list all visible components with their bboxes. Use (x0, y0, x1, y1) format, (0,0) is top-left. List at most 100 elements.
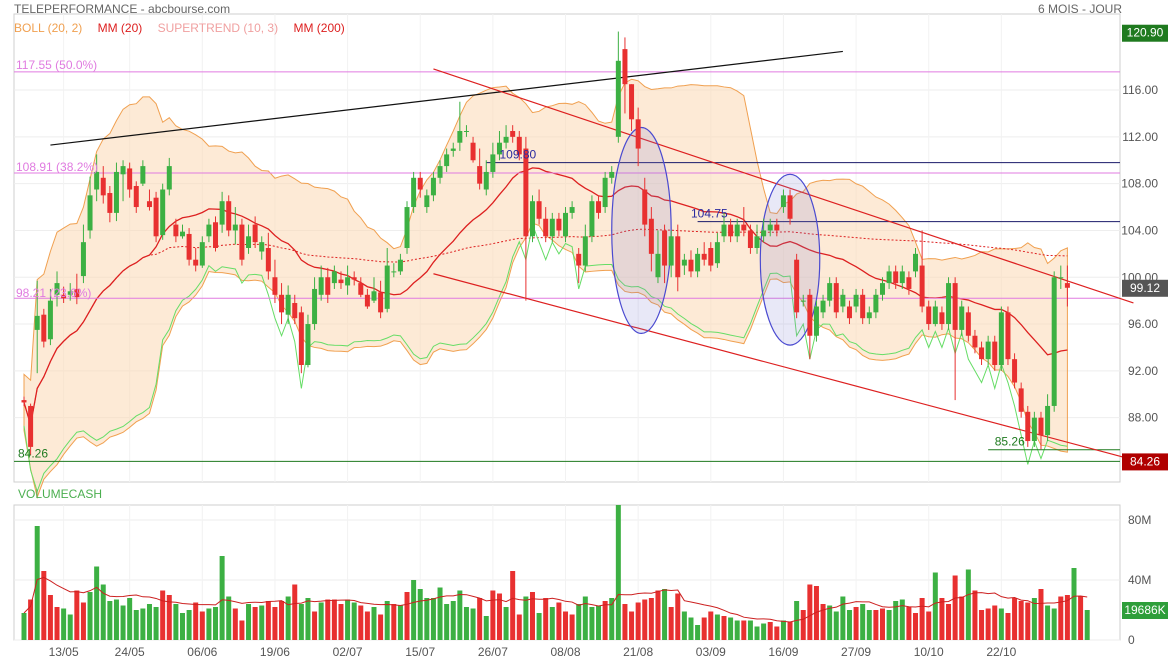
volume-bar (239, 620, 245, 640)
last-price-tag-bg (1122, 279, 1168, 297)
volume-bar (800, 610, 806, 640)
candle-body (668, 236, 674, 266)
volume-bar (629, 611, 635, 640)
volume-bar (404, 592, 410, 640)
volume-bar (615, 505, 621, 640)
candle-body (417, 177, 423, 190)
volume-bar (926, 611, 932, 640)
volume-bar (107, 601, 113, 640)
volume-bar (952, 575, 958, 640)
time-tick-label: 22/10 (986, 645, 1016, 659)
volume-bar (747, 620, 753, 640)
candle-body (820, 300, 826, 313)
candle-body (747, 230, 753, 248)
downtrend-lower-line (433, 273, 1134, 461)
candle-body (543, 218, 549, 237)
volume-bar (734, 620, 740, 640)
candle-body (972, 335, 978, 348)
legend-boll[interactable]: BOLL (20, 2) (14, 21, 83, 35)
candle-body (47, 300, 53, 340)
volume-bar (893, 601, 899, 640)
legend-mm200[interactable]: MM (200) (293, 21, 345, 35)
price-tick-label: 92.00 (1128, 364, 1158, 378)
last-volume-tag: 19686K (1124, 603, 1165, 617)
candle-body (351, 277, 357, 280)
volume-bar (576, 604, 582, 640)
volume-bar (688, 617, 694, 640)
volume-bar (1012, 598, 1018, 640)
volume-bar (846, 610, 852, 640)
candle-body (741, 224, 747, 231)
candle-body (906, 277, 912, 289)
volume-bar (21, 613, 27, 640)
candle-body (160, 189, 166, 236)
price-tick-label: 88.00 (1128, 411, 1158, 425)
volume-bar (853, 607, 859, 640)
price-tick-label: 112.00 (1122, 130, 1158, 144)
candle-body (569, 207, 575, 213)
candle-body (860, 294, 866, 319)
time-tick-label: 21/08 (623, 645, 653, 659)
volume-bar (827, 605, 833, 640)
volume-bar (939, 598, 945, 640)
volume-bar (563, 611, 569, 640)
candle-body (41, 314, 47, 342)
volume-bar (1078, 596, 1084, 640)
volume-bar (213, 607, 219, 640)
volume-bar (1058, 596, 1064, 640)
candle-body (952, 283, 958, 330)
time-tick-label: 08/08 (550, 645, 580, 659)
candle-body (496, 142, 502, 155)
high-price-tag-bg (1122, 24, 1168, 42)
legend-mm20[interactable]: MM (20) (97, 21, 143, 35)
candle-body (470, 142, 476, 161)
volume-bar (384, 601, 390, 640)
volume-bar (899, 599, 905, 640)
candle-body (444, 154, 450, 167)
volume-bar (675, 593, 681, 640)
candle-body (285, 294, 291, 315)
candle-body (318, 277, 324, 295)
volume-bar (965, 569, 971, 640)
volume-bar (160, 590, 166, 640)
volume-bar (298, 604, 304, 640)
volume-bar (153, 607, 159, 640)
candle-body (67, 291, 73, 295)
volume-bar (179, 613, 185, 640)
fib-50-label: 117.55 (50.0%) (16, 58, 97, 72)
legend-supertrend[interactable]: SUPERTREND (10, 3) (157, 21, 279, 35)
candle-body (1038, 417, 1044, 436)
volume-bar (556, 602, 562, 640)
volume-ma-line (23, 576, 1088, 623)
volume-bar (946, 604, 952, 640)
volume-bar (113, 599, 119, 640)
volume-bar (463, 607, 469, 640)
candle-body (173, 224, 179, 237)
volume-bar (714, 614, 720, 640)
volume-bar (318, 602, 324, 640)
candle-body (866, 312, 872, 319)
highlight-ellipse-2 (759, 173, 821, 346)
candle-body (582, 236, 588, 266)
candle-body (1045, 405, 1051, 436)
volume-bar (979, 610, 985, 640)
volume-bar (596, 605, 602, 640)
volume-bar (655, 590, 661, 640)
level-8526-label: 85.26 (995, 435, 1025, 449)
volume-bar (166, 595, 172, 640)
candle-body (100, 177, 106, 196)
volume-bar (74, 590, 80, 640)
candle-body (510, 131, 516, 137)
volume-bar (589, 607, 595, 640)
candle-body (397, 259, 403, 272)
candle-body (457, 131, 463, 143)
candle-body (767, 224, 773, 231)
volume-bar (437, 587, 443, 640)
volume-bar (325, 599, 331, 640)
candle-body (265, 248, 271, 272)
volume-bar (523, 596, 529, 640)
volume-bar (549, 607, 555, 640)
candle-body (127, 168, 133, 190)
volume-bar (932, 572, 938, 640)
volume-layer (21, 505, 1090, 640)
